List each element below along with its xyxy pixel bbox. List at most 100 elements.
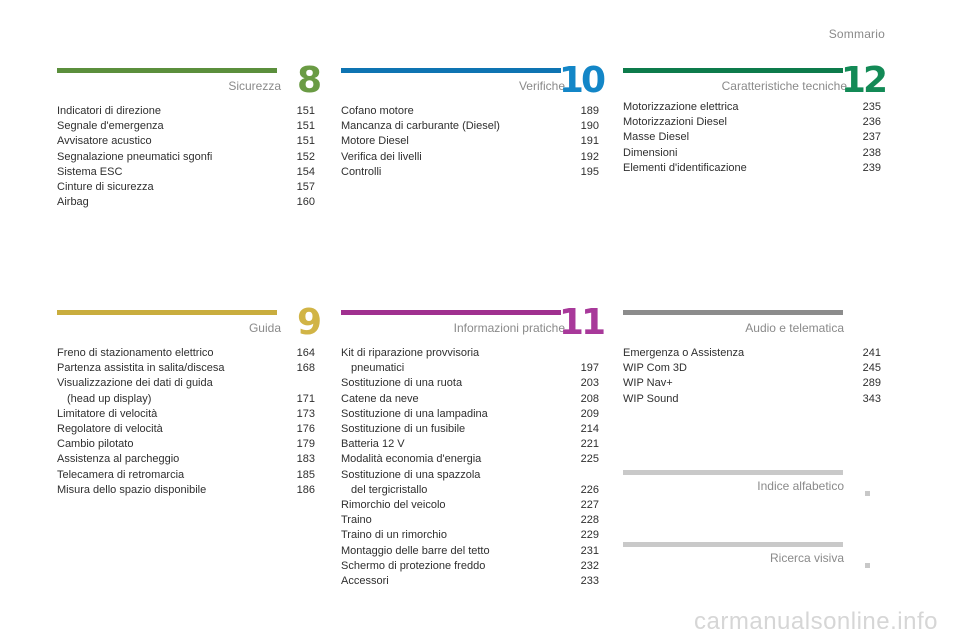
toc-entry[interactable]: Segnale d'emergenza 151 bbox=[57, 119, 315, 134]
toc-entry[interactable]: WIP Com 3D 245 bbox=[623, 361, 881, 376]
section-number[interactable]: 10 bbox=[558, 60, 606, 101]
toc-entry-label: Elementi d'identificazione bbox=[623, 161, 863, 176]
toc-entry[interactable]: Montaggio delle barre del tetto 231 bbox=[341, 544, 599, 559]
toc-entry[interactable]: Controlli 195 bbox=[341, 165, 599, 180]
toc-entry[interactable]: Kit di riparazione provvisoria pneumatici… bbox=[341, 346, 599, 376]
section-informazioni-pratiche: Informazioni pratiche 11 Kit di riparazi… bbox=[341, 305, 606, 587]
section-number[interactable]: 12 bbox=[840, 60, 888, 101]
toc-entry[interactable]: Masse Diesel 237 bbox=[623, 130, 881, 145]
toc-entry-text: WIP Sound bbox=[623, 392, 679, 405]
toc-entry[interactable]: Catene da neve 208 bbox=[341, 392, 599, 407]
toc-entry[interactable]: Verifica dei livelli 192 bbox=[341, 150, 599, 165]
section-verifiche: Verifiche 10 Cofano motore 189 Mancanza di… bbox=[341, 63, 606, 178]
toc-entry-text: Masse Diesel bbox=[623, 131, 690, 144]
toc-entry-page: 183 bbox=[296, 453, 315, 466]
toc-entry-text: Sostituzione di una lampadina bbox=[341, 407, 488, 420]
toc-entry-text: Motorizzazioni Diesel bbox=[623, 116, 727, 129]
toc-entry-page: 173 bbox=[296, 407, 315, 420]
toc-entry-label: Rimorchio del veicolo bbox=[341, 498, 581, 513]
toc-entry-label: Dimensioni bbox=[623, 146, 863, 161]
toc-entry-label: WIP Nav+ bbox=[623, 376, 863, 391]
toc-list: Kit di riparazione provvisoria pneumatici… bbox=[341, 346, 599, 589]
toc-entry[interactable]: Motore Diesel 191 bbox=[341, 134, 599, 149]
toc-entry-text: Avvisatore acustico bbox=[57, 135, 152, 148]
toc-entry[interactable]: Accessori 233 bbox=[341, 574, 599, 589]
toc-entry[interactable]: Visualizzazione dei dati di guida (head u… bbox=[57, 376, 315, 406]
toc-entry[interactable]: Elementi d'identificazione 239 bbox=[623, 161, 881, 176]
toc-entry[interactable]: Segnalazione pneumatici sgonfi 152 bbox=[57, 150, 315, 165]
toc-entry[interactable]: Rimorchio del veicolo 227 bbox=[341, 498, 599, 513]
toc-entry[interactable]: Sostituzione di un fusibile 214 bbox=[341, 422, 599, 437]
toc-entry-page: 209 bbox=[580, 407, 599, 420]
toc-list: Motorizzazione elettrica 235 Motorizzazion… bbox=[623, 100, 881, 176]
toc-entry[interactable]: Sostituzione di una ruota 203 bbox=[341, 376, 599, 391]
toc-entry-label: Segnalazione pneumatici sgonfi bbox=[57, 150, 297, 165]
toc-entry[interactable]: Mancanza di carburante (Diesel) 190 bbox=[341, 119, 599, 134]
toc-entry[interactable]: Telecamera di retromarcia 185 bbox=[57, 468, 315, 483]
indice-alfabetico-link[interactable]: Indice alfabetico bbox=[623, 470, 885, 496]
toc-entry-page: 221 bbox=[580, 438, 599, 451]
toc-entry[interactable]: Assistenza al parcheggio 183 bbox=[57, 452, 315, 467]
toc-entry-text: Rimorchio del veicolo bbox=[341, 499, 446, 512]
toc-entry-text: WIP Nav+ bbox=[623, 377, 673, 390]
toc-entry[interactable]: Indicatori di direzione 151 bbox=[57, 104, 315, 119]
toc-entry[interactable]: Modalità economia d'energia 225 bbox=[341, 452, 599, 467]
toc-entry[interactable]: Cinture di sicurezza 157 bbox=[57, 180, 315, 195]
toc-entry[interactable]: Avvisatore acustico 151 bbox=[57, 134, 315, 149]
toc-entry[interactable]: Cofano motore 189 bbox=[341, 104, 599, 119]
toc-entry[interactable]: Batteria 12 V 221 bbox=[341, 437, 599, 452]
toc-entry-text: Limitatore di velocità bbox=[57, 407, 158, 420]
toc-entry-page: 151 bbox=[296, 135, 315, 148]
toc-entry[interactable]: WIP Sound 343 bbox=[623, 392, 881, 407]
toc-entry[interactable]: Emergenza o Assistenza 241 bbox=[623, 346, 881, 361]
toc-entry-page: 171 bbox=[296, 392, 315, 405]
toc-entry[interactable]: Dimensioni 238 bbox=[623, 146, 881, 161]
toc-entry[interactable]: Regolatore di velocità 176 bbox=[57, 422, 315, 437]
toc-entry-label: Sostituzione di una lampadina bbox=[341, 407, 581, 422]
section-title[interactable]: Guida bbox=[248, 321, 281, 335]
toc-entry-page: 208 bbox=[580, 392, 599, 405]
toc-entry[interactable]: Cambio pilotato 179 bbox=[57, 437, 315, 452]
toc-entry-text: Cinture di sicurezza bbox=[57, 181, 154, 194]
toc-entry-label: Assistenza al parcheggio bbox=[57, 452, 297, 467]
toc-entry-subtext: pneumatici bbox=[351, 362, 405, 375]
toc-entry-label: Sistema ESC bbox=[57, 165, 297, 180]
toc-entry[interactable]: Sistema ESC 154 bbox=[57, 165, 315, 180]
section-title[interactable]: Informazioni pratiche bbox=[453, 321, 565, 335]
section-number[interactable]: 9 bbox=[296, 302, 322, 343]
link-title[interactable]: Ricerca visiva bbox=[769, 551, 844, 565]
toc-entry-label: WIP Sound bbox=[623, 392, 863, 407]
toc-entry[interactable]: Partenza assistita in salita/discesa 168 bbox=[57, 361, 315, 376]
toc-entry-page: 152 bbox=[296, 150, 315, 163]
toc-entry-text: Cambio pilotato bbox=[57, 438, 134, 451]
section-title[interactable]: Caratteristiche tecniche bbox=[721, 79, 847, 93]
toc-entry[interactable]: Airbag 160 bbox=[57, 195, 315, 210]
section-title[interactable]: Sicurezza bbox=[228, 79, 281, 93]
toc-entry-page: 164 bbox=[296, 347, 315, 359]
toc-entry-page: 189 bbox=[580, 105, 599, 117]
toc-entry-text: WIP Com 3D bbox=[623, 362, 687, 375]
toc-entry[interactable]: Limitatore di velocità 173 bbox=[57, 407, 315, 422]
ricerca-visiva-link[interactable]: Ricerca visiva bbox=[623, 542, 885, 568]
toc-entry[interactable]: Motorizzazioni Diesel 236 bbox=[623, 115, 881, 130]
section-number[interactable]: 11 bbox=[558, 302, 606, 343]
toc-entry[interactable]: Freno di stazionamento elettrico 164 bbox=[57, 346, 315, 361]
toc-entry[interactable]: Schermo di protezione freddo 232 bbox=[341, 559, 599, 574]
toc-entry-label: Verifica dei livelli bbox=[341, 150, 581, 165]
toc-entry[interactable]: WIP Nav+ 289 bbox=[623, 376, 881, 391]
toc-entry[interactable]: Misura dello spazio disponibile 186 bbox=[57, 483, 315, 498]
section-number[interactable]: 8 bbox=[296, 60, 322, 101]
toc-entry[interactable]: Traino di un rimorchio 229 bbox=[341, 528, 599, 543]
link-title[interactable]: Indice alfabetico bbox=[757, 479, 844, 493]
toc-entry-page: 245 bbox=[862, 362, 881, 375]
toc-entry-page: 233 bbox=[580, 575, 599, 588]
toc-entry-label: Avvisatore acustico bbox=[57, 134, 297, 149]
toc-entry[interactable]: Sostituzione di una lampadina 209 bbox=[341, 407, 599, 422]
section-title[interactable]: Verifiche bbox=[518, 79, 565, 93]
toc-entry[interactable]: Motorizzazione elettrica 235 bbox=[623, 100, 881, 115]
toc-entry[interactable]: Traino 228 bbox=[341, 513, 599, 528]
toc-entry-label: WIP Com 3D bbox=[623, 361, 863, 376]
toc-entry-text: Batteria 12 V bbox=[341, 438, 405, 451]
toc-entry[interactable]: Sostituzione di una spazzola del tergicri… bbox=[341, 468, 599, 498]
section-title[interactable]: Audio e telematica bbox=[745, 321, 844, 335]
